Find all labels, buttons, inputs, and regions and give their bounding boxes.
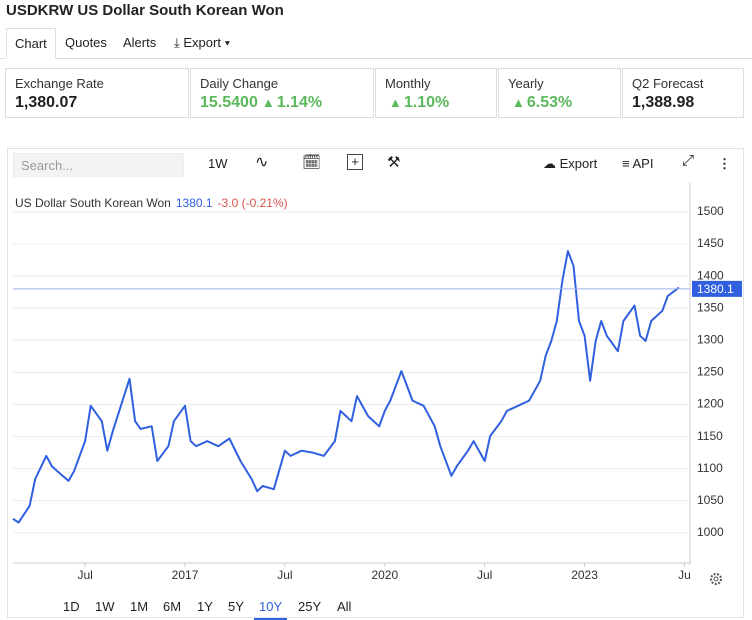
x-tick-label: 2023: [571, 568, 598, 582]
tools-icon[interactable]: ⚒: [387, 154, 401, 171]
y-tick-label: 1350: [697, 300, 724, 314]
y-tick-label: 1300: [697, 332, 724, 346]
stat-value: 1,380.07: [15, 94, 78, 111]
download-icon: ⤓: [174, 35, 180, 50]
range-button[interactable]: 1Y: [197, 599, 213, 614]
x-tick-label: Jul: [477, 568, 492, 582]
y-tick-label: 1150: [697, 429, 723, 443]
tab[interactable]: Quotes: [65, 35, 107, 50]
y-tick-label: 1200: [697, 397, 724, 411]
api-label: API: [632, 156, 654, 171]
stat-box: Monthly 1.10%: [375, 68, 497, 118]
x-tick-label: 2017: [172, 568, 199, 582]
range-button[interactable]: 1W: [95, 599, 115, 614]
export-label: Export: [559, 156, 598, 171]
calendar-icon[interactable]: 🗓: [302, 154, 322, 171]
stat-label: Exchange Rate: [15, 76, 104, 91]
stat-box: Daily Change 15.54001.14%: [190, 68, 374, 118]
y-tick-label: 1250: [697, 365, 724, 379]
range-button[interactable]: 6M: [163, 599, 182, 614]
tab[interactable]: ⤓ Export ▾: [174, 35, 231, 50]
stat-change: 1.14%: [258, 94, 322, 111]
line-type-icon[interactable]: ∿: [255, 154, 269, 171]
stat-box: Q2 Forecast 1,388.98: [622, 68, 744, 118]
range-button[interactable]: 1D: [63, 599, 80, 614]
price-line: [12, 250, 680, 524]
tab[interactable]: Alerts: [123, 35, 157, 50]
last-value-label: 1380.1: [697, 282, 734, 296]
last-value-box: [692, 280, 742, 297]
y-tick-label: 1000: [697, 525, 724, 539]
range-button[interactable]: All: [337, 599, 352, 614]
tab-label: Export: [183, 35, 221, 50]
range-button[interactable]: 25Y: [298, 599, 322, 614]
y-tick-label: 1400: [697, 268, 724, 282]
stat-value: 15.5400: [200, 94, 258, 111]
api-button[interactable]: ≡ API: [622, 156, 654, 171]
stat-label: Daily Change: [200, 76, 279, 91]
legend: US Dollar South Korean Won 1380.1 -3.0 (-0…: [15, 196, 288, 210]
stat-value: 1,388.98: [632, 94, 695, 111]
settings-icon[interactable]: [710, 573, 722, 585]
x-tick-label: Jul: [77, 568, 92, 582]
legend-last: 1380.1: [176, 196, 213, 210]
chart-panel: [7, 148, 744, 618]
export-button[interactable]: ☁ Export: [543, 156, 598, 171]
search-box[interactable]: Search...: [13, 153, 184, 177]
range-button[interactable]: 5Y: [228, 599, 244, 614]
stat-label: Monthly: [385, 76, 431, 91]
stat-label: Yearly: [508, 76, 544, 91]
y-tick-label: 1050: [697, 493, 724, 507]
x-tick-label: 2020: [371, 568, 398, 582]
range-button[interactable]: 10Y: [254, 596, 288, 620]
tab-bar: Chart Quotes Alerts ⤓ Export ▾: [0, 28, 752, 59]
y-tick-label: 1100: [697, 461, 723, 475]
y-tick-label: 1450: [697, 236, 724, 250]
y-tick-label: 1500: [697, 204, 724, 218]
x-tick-label: Jul: [277, 568, 292, 582]
legend-change: -3.0 (-0.21%): [218, 196, 288, 210]
tab[interactable]: Chart: [6, 28, 56, 59]
x-tick-label: Ju: [678, 568, 691, 582]
range-button[interactable]: 1M: [130, 599, 149, 614]
interval-button[interactable]: 1W: [208, 156, 228, 171]
page-title: USDKRW US Dollar South Korean Won: [6, 2, 284, 19]
stat-box: Yearly 6.53%: [498, 68, 621, 118]
stat-change: 6.53%: [508, 94, 572, 111]
stat-change: 1.10%: [385, 94, 449, 111]
stat-box: Exchange Rate 1,380.07: [5, 68, 189, 118]
menu-icon[interactable]: ⋮: [718, 156, 731, 171]
add-icon[interactable]: +: [347, 154, 363, 170]
stat-label: Q2 Forecast: [632, 76, 704, 91]
legend-name: US Dollar South Korean Won: [15, 196, 171, 210]
fullscreen-icon[interactable]: ⤢: [682, 152, 695, 169]
